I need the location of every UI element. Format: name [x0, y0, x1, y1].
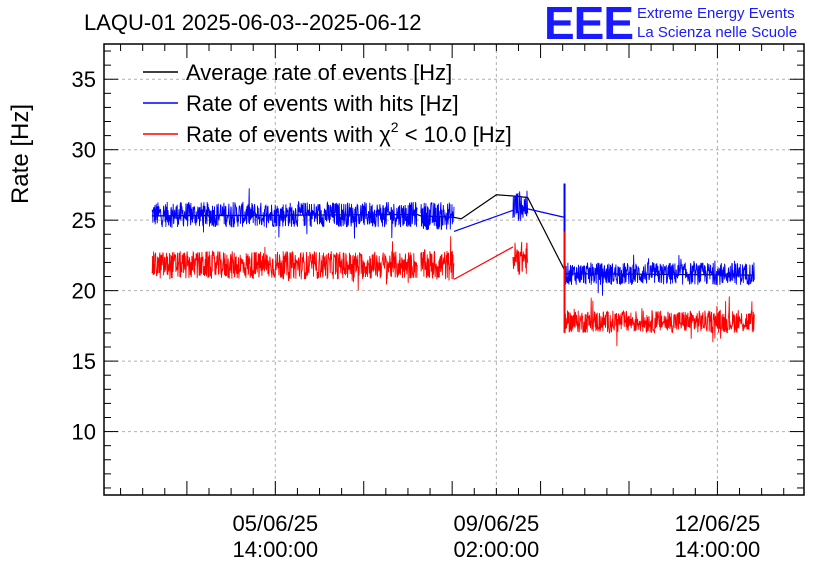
series-band-segment	[151, 188, 418, 239]
gridlines	[104, 44, 804, 495]
x-tick-label: 14:00:00	[675, 537, 761, 562]
legend-label-suffix: < 10.0 [Hz]	[399, 122, 512, 147]
series-band-segment	[564, 254, 755, 296]
axis-ticks	[104, 44, 804, 495]
series-2	[151, 231, 755, 347]
legend-label: Rate of events with hits [Hz]	[186, 91, 459, 116]
legend: Average rate of events [Hz] Rate of event…	[143, 60, 512, 147]
chart-title: LAQU-01 2025-06-03--2025-06-12	[84, 10, 422, 35]
series-band-segment	[512, 190, 529, 222]
legend-label: Rate of events with χ2 < 10.0 [Hz]	[186, 119, 512, 147]
legend-chi-symbol: χ	[379, 122, 391, 147]
series-line-average	[151, 194, 755, 276]
eee-logo-text: Extreme Energy Events La Scienza nelle S…	[637, 4, 797, 42]
eee-logo: EEE	[544, 0, 634, 49]
y-tick-label: 25	[72, 208, 96, 233]
y-tick-label: 15	[72, 349, 96, 374]
legend-label: Average rate of events [Hz]	[186, 60, 452, 85]
legend-chi-power: 2	[391, 119, 399, 135]
series-band-segment	[564, 296, 755, 347]
series-connector	[527, 208, 565, 218]
series-0	[151, 194, 755, 276]
x-tick-label: 05/06/25	[232, 511, 318, 536]
x-tick-label: 14:00:00	[232, 537, 318, 562]
plot-frame	[103, 43, 805, 496]
series-connector	[453, 246, 514, 280]
logo-line-2: La Scienza nelle Scuole	[637, 24, 798, 41]
series-connector	[453, 209, 514, 233]
series-band-segment	[420, 202, 455, 231]
x-tick-label: 02:00:00	[454, 537, 540, 562]
y-tick-label: 10	[72, 420, 96, 445]
plot-area	[151, 183, 755, 347]
series-band-segment	[512, 241, 529, 276]
y-axis-label: Rate [Hz]	[7, 104, 34, 204]
x-tick-label: 12/06/25	[675, 511, 761, 536]
y-tick-label: 20	[72, 279, 96, 304]
logo-line-1: Extreme Energy Events	[637, 5, 795, 22]
y-tick-label: 30	[72, 138, 96, 163]
series-band-segment	[151, 241, 418, 291]
series-band-segment	[420, 236, 455, 281]
x-tick-label: 09/06/25	[454, 511, 540, 536]
y-tick-label: 35	[72, 67, 96, 92]
legend-label-prefix: Rate of events with	[186, 122, 379, 147]
